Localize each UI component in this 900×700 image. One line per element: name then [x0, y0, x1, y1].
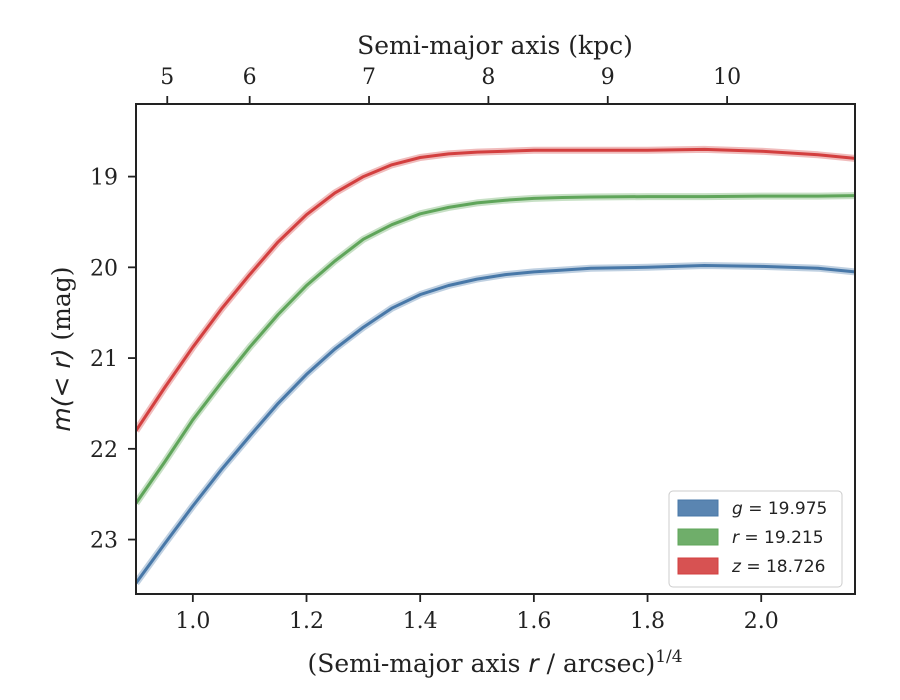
series-g-line	[136, 264, 855, 584]
y-tick-label: 19	[90, 166, 118, 191]
y-tick-label: 21	[90, 347, 118, 372]
top-tick-label: 5	[160, 65, 174, 90]
top-tick-label: 7	[362, 65, 376, 90]
y-tick-label: 22	[90, 438, 118, 463]
x-tick-label: 1.2	[289, 609, 324, 634]
y-tick-label: 23	[90, 529, 118, 554]
series-layer	[136, 145, 855, 586]
x-axis-label-main: (Semi-major axis r / arcsec)	[307, 649, 655, 678]
legend-swatch-z	[677, 557, 719, 575]
top-tick-label: 6	[243, 65, 257, 90]
series-r-line	[136, 194, 855, 505]
top-tick-label: 10	[713, 65, 741, 90]
top-axis-label: Semi-major axis (kpc)	[357, 31, 633, 60]
ticks-layer: 1.0 1.2 1.4 1.6 1.8 2.0 19 20 21 22 23 5 6 7 8 9 10	[90, 65, 779, 634]
legend-swatch-g	[677, 499, 719, 517]
x-tick-label: 1.8	[630, 609, 665, 634]
legend-swatch-r	[677, 528, 719, 546]
x-tick-label: 1.6	[516, 609, 551, 634]
legend-label-r: r = 19.215	[732, 528, 824, 548]
legend-label-z: z = 18.726	[731, 557, 825, 577]
x-axis-label-sup: 1/4	[655, 647, 682, 667]
x-axis-label: (Semi-major axis r / arcsec)1/4	[307, 647, 682, 678]
y-axis-label: m(< r) (mag)	[47, 266, 76, 431]
x-tick-label: 1.0	[175, 609, 210, 634]
x-tick-label: 1.4	[403, 609, 438, 634]
legend: g = 19.975 r = 19.215 z = 18.726	[668, 490, 843, 588]
legend-label-g: g = 19.975	[732, 499, 827, 519]
series-r-band	[136, 192, 855, 506]
x-tick-label: 2.0	[744, 609, 779, 634]
plot-frame	[135, 103, 856, 595]
series-z-line	[136, 147, 855, 432]
legend-items: g = 19.975 r = 19.215 z = 18.726	[677, 499, 827, 577]
top-tick-label: 9	[601, 65, 615, 90]
y-tick-label: 20	[90, 256, 118, 281]
top-tick-label: 8	[481, 65, 495, 90]
series-z-band	[136, 145, 855, 433]
